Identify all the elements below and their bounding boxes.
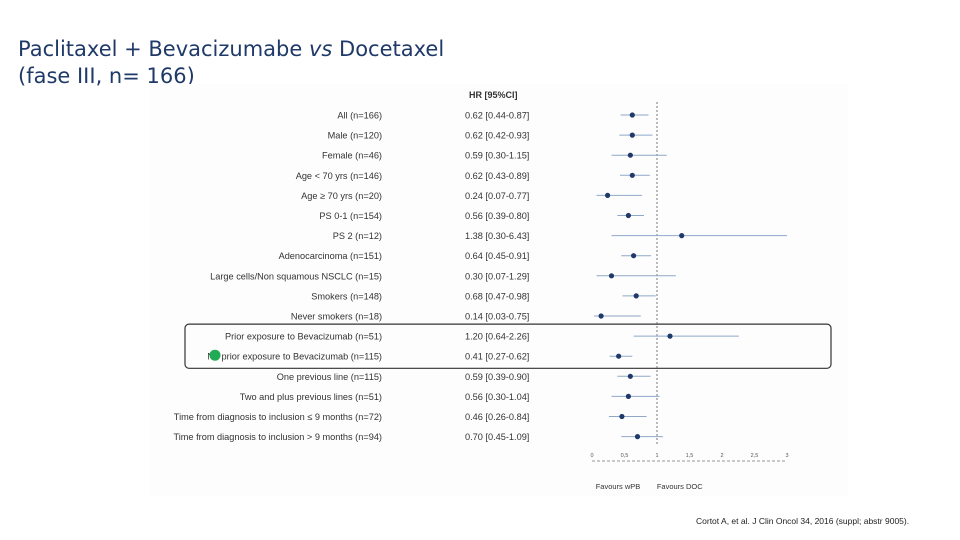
subgroup-label: No prior exposure to Bevacizumab (n=115) [207, 352, 382, 362]
highlight-box [184, 323, 832, 369]
title-drugs: Paclitaxel + Bevacizumabe [18, 37, 309, 61]
subgroup-label: Smokers (n=148) [311, 291, 382, 301]
title-comparator: Docetaxel [332, 37, 445, 61]
x-tick-label: 1,5 [686, 453, 694, 459]
forest-plot: HR [95%CI] All (n=166) 0.62 [0.44-0.87] Mal… [173, 90, 832, 491]
hr-value: 1.38 [0.30-6.43] [465, 231, 529, 241]
citation: Cortot A, et al. J Clin Oncol 34, 2016 (… [696, 516, 910, 526]
subgroup-label: Age < 70 yrs (n=146) [296, 171, 382, 181]
hr-point [633, 293, 639, 299]
hr-value: 0.68 [0.47-0.98] [465, 291, 529, 301]
forest-plot-figure: HR [95%CI] All (n=166) 0.62 [0.44-0.87] Mal… [150, 84, 848, 496]
hr-point [679, 233, 685, 239]
hr-point [627, 373, 633, 379]
hr-value: 0.30 [0.07-1.29] [465, 271, 529, 281]
x-tick-label: 2 [720, 453, 723, 459]
hr-point [616, 353, 622, 359]
hr-point [627, 152, 633, 158]
hr-value: 0.59 [0.30-1.15] [465, 151, 529, 161]
hr-point [619, 413, 625, 420]
subgroup-label: Adenocarcinoma (n=151) [279, 251, 382, 261]
subgroup-label: PS 0-1 (n=154) [319, 211, 382, 221]
title-vs: vs [308, 37, 333, 61]
hr-point [605, 192, 611, 198]
subgroup-label: Large cells/Non squamous NSCLC (n=15) [210, 271, 382, 281]
hr-point [634, 434, 641, 440]
subgroup-label: Age ≥ 70 yrs (n=20) [301, 191, 382, 201]
hr-point [625, 393, 631, 399]
hr-point [625, 212, 631, 219]
hr-point [629, 132, 635, 138]
x-tick-label: 0,5 [621, 453, 629, 459]
title-line-1: Paclitaxel + Bevacizumabe vs Docetaxel [18, 36, 444, 63]
hr-point [629, 112, 635, 118]
hr-value: 0.62 [0.44-0.87] [465, 111, 529, 121]
highlight-marker-dot [209, 349, 221, 361]
x-tick-label: 0 [590, 453, 593, 459]
hr-value: 0.59 [0.39-0.90] [465, 372, 529, 382]
hr-point [629, 172, 635, 178]
subgroup-label: Time from diagnosis to inclusion > 9 mon… [173, 432, 382, 442]
subgroup-label: One previous line (n=115) [277, 372, 382, 382]
hr-value: 0.41 [0.27-0.62] [465, 352, 529, 362]
hr-value: 0.64 [0.45-0.91] [465, 251, 529, 261]
hr-point [598, 313, 604, 319]
hr-point [631, 253, 637, 259]
hr-value: 1.20 [0.64-2.26] [465, 332, 529, 342]
hr-point [608, 273, 615, 279]
hr-point [667, 333, 673, 339]
x-tick-label: 3 [785, 453, 788, 459]
favours-left-label: Favours wPB [596, 482, 641, 491]
subgroup-label: Never smokers (n=18) [291, 312, 382, 322]
subgroup-label: PS 2 (n=12) [333, 231, 382, 241]
subgroup-label: Time from diagnosis to inclusion ≤ 9 mon… [174, 412, 382, 422]
hr-value: 0.56 [0.39-0.80] [465, 211, 529, 221]
hr-value: 0.46 [0.26-0.84] [465, 412, 529, 422]
hr-value: 0.62 [0.42-0.93] [465, 131, 529, 141]
hr-value: 0.14 [0.03-0.75] [465, 312, 529, 322]
slide-title: Paclitaxel + Bevacizumabe vs Docetaxel (… [18, 36, 444, 90]
subgroup-label: Two and plus previous lines (n=51) [240, 392, 382, 402]
hr-column-header: HR [95%CI] [469, 90, 518, 100]
hr-value: 0.62 [0.43-0.89] [465, 171, 529, 181]
x-tick-label: 2,5 [751, 453, 759, 459]
hr-value: 0.24 [0.07-0.77] [465, 191, 529, 201]
hr-value: 0.70 [0.45-1.09] [465, 432, 529, 442]
subgroup-label: Male (n=120) [328, 131, 382, 141]
subgroup-label: Female (n=46) [322, 151, 382, 161]
favours-right-label: Favours DOC [657, 482, 703, 491]
hr-value: 0.56 [0.30-1.04] [465, 392, 529, 402]
subgroup-label: Prior exposure to Bevacizumab (n=51) [225, 332, 382, 342]
subgroup-label: All (n=166) [337, 111, 382, 121]
x-tick-label: 1 [655, 453, 658, 459]
